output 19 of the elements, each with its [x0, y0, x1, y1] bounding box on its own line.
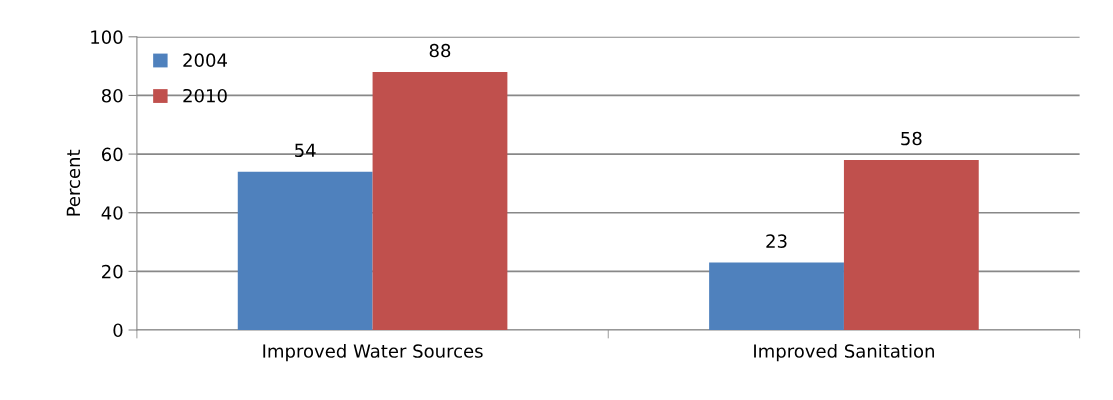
- y-tick-label: 80: [101, 88, 123, 103]
- data-label: 58: [901, 131, 922, 146]
- bar: [372, 71, 508, 330]
- bar: [709, 262, 844, 330]
- x-tick-label: Improved Sanitation: [754, 343, 934, 362]
- y-axis-title: Percent: [66, 149, 81, 216]
- y-tick-label: 0: [113, 323, 123, 338]
- bar: [237, 171, 373, 330]
- data-label: 23: [766, 234, 787, 248]
- legend-label: 2010: [183, 88, 227, 103]
- data-label: 54: [295, 143, 316, 158]
- bar: [843, 159, 979, 330]
- y-tick-label: 40: [101, 206, 123, 220]
- x-tick-label: Improved Water Sources: [263, 343, 483, 362]
- data-label: 88: [429, 43, 451, 58]
- y-tick-label: 60: [101, 147, 123, 162]
- legend-label: 2004: [183, 53, 227, 68]
- y-tick-label: 20: [102, 264, 123, 279]
- y-tick-label: 100: [91, 30, 123, 44]
